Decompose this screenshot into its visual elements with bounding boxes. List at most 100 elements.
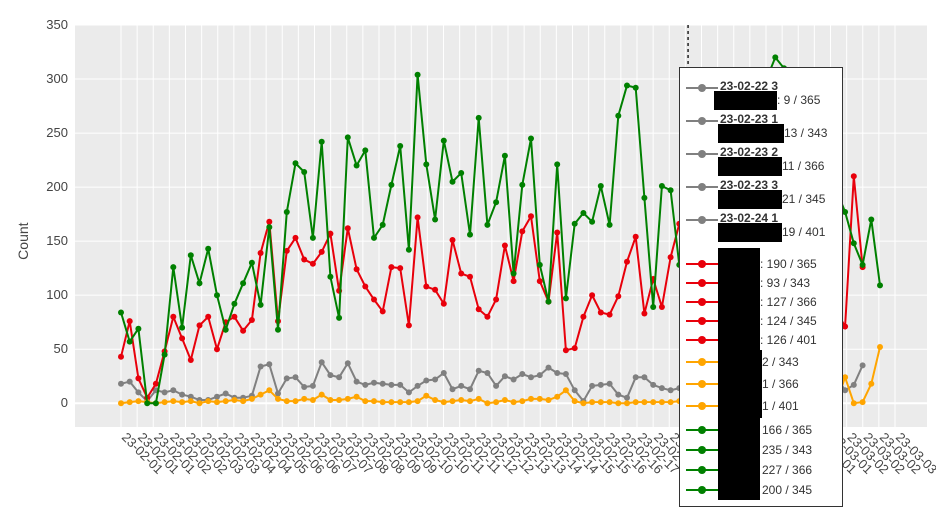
data-point[interactable]	[449, 398, 456, 405]
data-point[interactable]	[606, 399, 613, 406]
data-point[interactable]	[170, 398, 177, 405]
data-point[interactable]	[371, 379, 377, 386]
data-point[interactable]	[414, 71, 421, 78]
data-point[interactable]	[667, 187, 674, 194]
data-point[interactable]	[379, 399, 386, 406]
data-point[interactable]	[135, 375, 142, 382]
data-point[interactable]	[632, 374, 639, 381]
data-point[interactable]	[615, 293, 622, 300]
data-point[interactable]	[388, 381, 395, 388]
data-point[interactable]	[266, 224, 273, 231]
data-point[interactable]	[650, 381, 657, 388]
data-point[interactable]	[859, 261, 866, 268]
data-point[interactable]	[632, 233, 639, 240]
data-point[interactable]	[554, 370, 561, 376]
data-point[interactable]	[231, 313, 238, 320]
data-point[interactable]	[144, 400, 151, 407]
data-point[interactable]	[231, 397, 238, 403]
data-point[interactable]	[501, 373, 508, 380]
data-point[interactable]	[658, 183, 665, 189]
data-point[interactable]	[528, 213, 534, 220]
data-point[interactable]	[257, 363, 264, 370]
data-point[interactable]	[275, 395, 281, 402]
data-point[interactable]	[309, 260, 316, 267]
data-point[interactable]	[650, 399, 657, 406]
data-point[interactable]	[362, 283, 369, 290]
data-point[interactable]	[397, 265, 404, 272]
data-point[interactable]	[405, 399, 412, 406]
data-point[interactable]	[589, 399, 596, 406]
data-point[interactable]	[152, 380, 159, 387]
data-point[interactable]	[519, 398, 526, 405]
data-point[interactable]	[467, 273, 473, 280]
data-point[interactable]	[658, 304, 665, 310]
data-point[interactable]	[353, 393, 360, 400]
data-point[interactable]	[597, 309, 604, 316]
data-point[interactable]	[309, 397, 316, 403]
data-point[interactable]	[658, 399, 665, 406]
data-point[interactable]	[292, 234, 299, 241]
data-point[interactable]	[562, 371, 569, 377]
data-point[interactable]	[510, 399, 517, 406]
data-point[interactable]	[842, 374, 849, 381]
data-point[interactable]	[528, 135, 534, 142]
data-point[interactable]	[850, 400, 857, 407]
data-point[interactable]	[405, 389, 412, 396]
data-point[interactable]	[597, 183, 604, 189]
data-point[interactable]	[493, 199, 500, 206]
data-point[interactable]	[179, 324, 186, 331]
data-point[interactable]	[536, 372, 543, 379]
data-point[interactable]	[214, 346, 220, 353]
data-point[interactable]	[292, 160, 299, 167]
data-point[interactable]	[580, 400, 587, 407]
data-point[interactable]	[397, 399, 404, 406]
data-point[interactable]	[205, 398, 212, 405]
data-point[interactable]	[214, 292, 220, 299]
data-point[interactable]	[615, 112, 622, 119]
data-point[interactable]	[458, 397, 465, 403]
data-point[interactable]	[501, 152, 508, 159]
data-point[interactable]	[440, 370, 447, 376]
data-point[interactable]	[292, 398, 299, 405]
data-point[interactable]	[877, 344, 883, 350]
data-point[interactable]	[414, 398, 421, 405]
data-point[interactable]	[589, 292, 596, 299]
data-point[interactable]	[327, 273, 334, 280]
data-point[interactable]	[423, 283, 430, 290]
data-point[interactable]	[554, 393, 561, 400]
data-point[interactable]	[362, 398, 369, 405]
data-point[interactable]	[388, 181, 395, 188]
data-point[interactable]	[432, 286, 439, 293]
data-point[interactable]	[301, 384, 308, 390]
data-point[interactable]	[467, 398, 473, 405]
data-point[interactable]	[301, 395, 308, 402]
data-point[interactable]	[589, 218, 596, 225]
data-point[interactable]	[475, 114, 482, 121]
data-point[interactable]	[868, 380, 875, 387]
data-point[interactable]	[458, 270, 465, 277]
data-point[interactable]	[449, 178, 456, 185]
data-point[interactable]	[344, 360, 351, 367]
data-point[interactable]	[344, 134, 351, 141]
data-point[interactable]	[432, 397, 439, 403]
data-point[interactable]	[179, 391, 186, 398]
data-point[interactable]	[196, 400, 203, 407]
data-point[interactable]	[597, 381, 604, 388]
data-point[interactable]	[248, 395, 255, 402]
data-point[interactable]	[536, 261, 543, 268]
data-point[interactable]	[606, 221, 613, 228]
data-point[interactable]	[423, 161, 430, 168]
data-point[interactable]	[641, 310, 648, 317]
data-point[interactable]	[493, 382, 500, 389]
data-point[interactable]	[118, 309, 124, 316]
data-point[interactable]	[231, 300, 238, 307]
data-point[interactable]	[842, 323, 849, 330]
data-point[interactable]	[266, 218, 273, 225]
data-point[interactable]	[405, 322, 412, 329]
data-point[interactable]	[423, 392, 430, 399]
data-point[interactable]	[850, 240, 857, 247]
data-point[interactable]	[501, 397, 508, 403]
data-point[interactable]	[379, 221, 386, 228]
data-point[interactable]	[484, 400, 491, 407]
data-point[interactable]	[371, 398, 377, 405]
